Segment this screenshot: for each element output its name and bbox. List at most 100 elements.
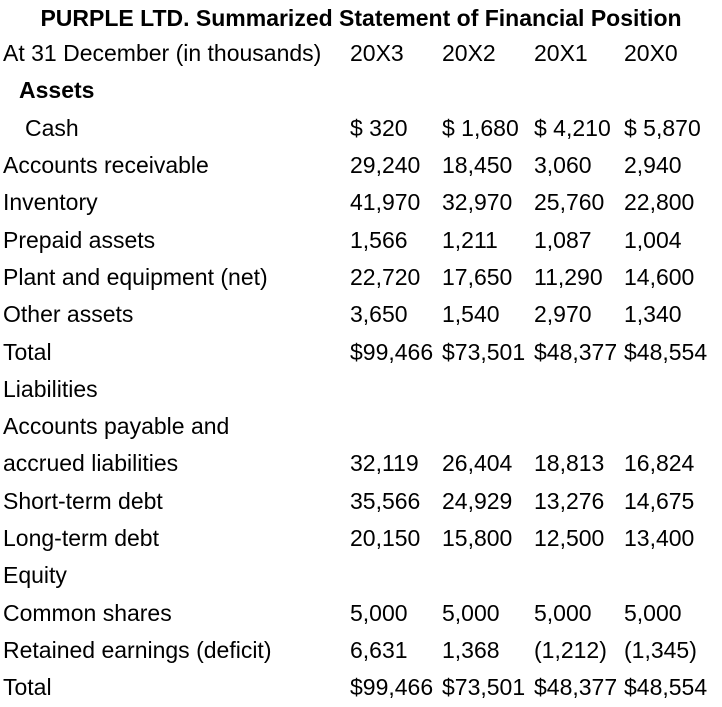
table-row: Assets	[0, 72, 722, 109]
cell-value-20x1	[534, 408, 624, 445]
table-row: accrued liabilities 32,119 26,404 18,813…	[0, 445, 722, 482]
row-label: Total	[3, 674, 52, 701]
table-row: Total $99,466 $73,501 $48,377 $48,554	[0, 669, 722, 706]
cell-value-20x1: (1,212)	[534, 636, 607, 663]
cell-value-20x1: 2,970	[534, 301, 592, 328]
cell-value-20x3: 1,566	[350, 226, 408, 253]
header-col-20x0: 20X0	[624, 40, 678, 67]
cell-value-20x0	[624, 408, 722, 445]
cell-value-20x0	[624, 371, 722, 408]
cell-value-20x2: 1,211	[442, 226, 498, 253]
cell-value-20x1: 12,500	[534, 525, 605, 551]
cell-value-20x1: 25,760	[534, 189, 605, 216]
table-row: Prepaid assets 1,566 1,211 1,087 1,004	[0, 221, 722, 258]
cell-value-20x2: $ 1,680	[442, 114, 519, 141]
cell-value-20x3: 32,119	[350, 450, 419, 477]
row-label: Long-term debt	[3, 525, 159, 551]
cell-value-20x0: 2,940	[624, 152, 682, 179]
table-row: Short-term debt 35,566 24,929 13,276 14,…	[0, 483, 722, 520]
cell-value-20x3: 20,150	[350, 525, 421, 551]
header-col-20x1: 20X1	[534, 40, 588, 67]
cell-value-20x0: $ 5,870	[624, 114, 701, 141]
cell-value-20x0: (1,345)	[624, 636, 697, 663]
header-col-20x2: 20X2	[442, 40, 496, 67]
cell-value-20x3: 29,240	[350, 152, 421, 179]
cell-value-20x2: 18,450	[442, 152, 513, 179]
cell-value-20x3: 35,566	[350, 487, 421, 514]
cell-value-20x3	[350, 408, 442, 445]
row-label: accrued liabilities	[3, 450, 179, 477]
row-label: Cash	[25, 114, 79, 141]
cell-value-20x1: $48,377	[534, 338, 618, 365]
cell-value-20x0: $48,554	[624, 674, 708, 701]
cell-value-20x1: 3,060	[534, 152, 592, 179]
cell-value-20x3	[350, 557, 442, 594]
header-row: At 31 December (in thousands) 20X3 20X2 …	[0, 35, 722, 72]
row-label: Other assets	[3, 301, 134, 328]
cell-value-20x2	[442, 72, 534, 109]
row-label: Total	[3, 338, 52, 365]
cell-value-20x0: 22,800	[624, 189, 695, 216]
cell-value-20x2: 17,650	[442, 263, 513, 290]
cell-value-20x1: 18,813	[534, 450, 605, 477]
cell-value-20x0: 14,600	[624, 263, 695, 290]
cell-value-20x0: $48,554	[624, 338, 708, 365]
table-row: Plant and equipment (net) 22,720 17,650 …	[0, 259, 722, 296]
cell-value-20x2	[442, 557, 534, 594]
row-label: Short-term debt	[3, 487, 163, 514]
cell-value-20x3: 41,970	[350, 189, 421, 216]
header-col-20x3: 20X3	[350, 40, 404, 67]
row-label: Accounts payable and	[3, 413, 230, 440]
row-label: Plant and equipment (net)	[3, 263, 268, 290]
cell-value-20x0: 1,004	[624, 226, 682, 253]
cell-value-20x2: 32,970	[442, 189, 513, 216]
cell-value-20x2: 1,540	[442, 301, 500, 328]
cell-value-20x2: $73,501	[442, 338, 526, 365]
cell-value-20x0	[624, 72, 722, 109]
table-row: Cash $ 320 $ 1,680 $ 4,210 $ 5,870	[0, 110, 722, 147]
cell-value-20x2: 15,800	[442, 525, 513, 551]
table-row: Total $99,466 $73,501 $48,377 $48,554	[0, 333, 722, 370]
cell-value-20x1	[534, 371, 624, 408]
table-row: Equity	[0, 557, 722, 594]
row-label: Inventory	[3, 189, 98, 216]
cell-value-20x2: 26,404	[442, 450, 513, 477]
cell-value-20x2: 5,000	[442, 599, 500, 626]
cell-value-20x2: 1,368	[442, 636, 500, 663]
financial-position-table: At 31 December (in thousands) 20X3 20X2 …	[0, 35, 722, 706]
cell-value-20x0: 14,675	[624, 487, 695, 514]
row-label: Equity	[3, 562, 67, 589]
cell-value-20x3: 3,650	[350, 301, 408, 328]
statement-title: PURPLE LTD. Summarized Statement of Fina…	[40, 5, 682, 31]
cell-value-20x3: $ 320	[350, 114, 408, 141]
table-row: Long-term debt 20,150 15,800 12,500 13,4…	[0, 520, 722, 557]
row-label: Common shares	[3, 599, 172, 626]
row-label: Prepaid assets	[3, 226, 156, 253]
cell-value-20x0: 5,000	[624, 599, 682, 626]
table-row: Accounts payable and	[0, 408, 722, 445]
cell-value-20x1: $48,377	[534, 674, 618, 701]
cell-value-20x1	[534, 557, 624, 594]
cell-value-20x0: 13,400	[624, 525, 695, 551]
cell-value-20x0: 1,340	[624, 301, 682, 328]
table-row: Liabilities	[0, 371, 722, 408]
cell-value-20x1: 11,290	[534, 263, 603, 290]
cell-value-20x3: $99,466	[350, 338, 434, 365]
row-label: Accounts receivable	[3, 152, 209, 179]
row-label: Retained earnings (deficit)	[3, 636, 272, 663]
cell-value-20x1: 1,087	[534, 226, 592, 253]
cell-value-20x2	[442, 371, 534, 408]
table-row: Other assets 3,650 1,540 2,970 1,340	[0, 296, 722, 333]
table-body: Assets Cash $ 320 $ 1,680 $ 4,210 $ 5,87…	[0, 72, 722, 706]
header-date-label: At 31 December (in thousands)	[3, 40, 322, 67]
cell-value-20x3: $99,466	[350, 674, 434, 701]
cell-value-20x1: $ 4,210	[534, 114, 611, 141]
cell-value-20x2: 24,929	[442, 487, 513, 514]
table-row: Retained earnings (deficit) 6,631 1,368 …	[0, 632, 722, 669]
cell-value-20x3: 6,631	[350, 636, 408, 663]
cell-value-20x2: $73,501	[442, 674, 526, 701]
cell-value-20x1: 13,276	[534, 487, 605, 514]
cell-value-20x1	[534, 72, 624, 109]
cell-value-20x0: 16,824	[624, 450, 695, 477]
